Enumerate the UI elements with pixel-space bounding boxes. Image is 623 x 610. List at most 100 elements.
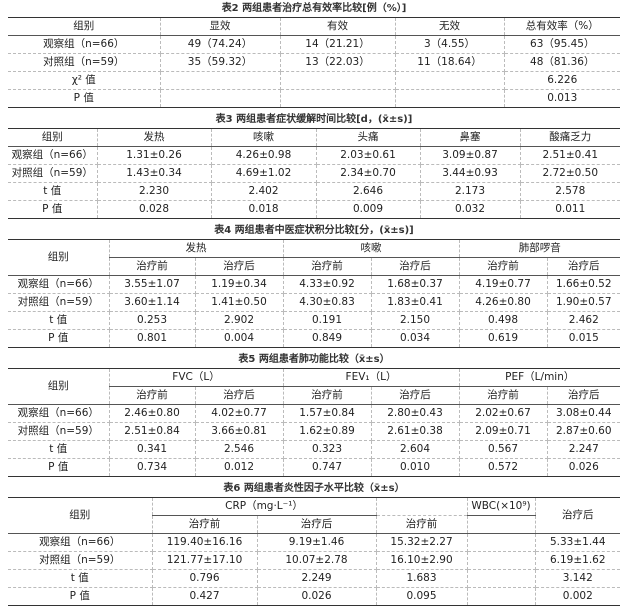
table-cell: 0.018 — [210, 200, 317, 219]
column-header: 治疗后 — [256, 515, 377, 534]
row-label: P 值 — [8, 89, 161, 108]
table-cell: 2.72±0.50 — [519, 164, 620, 183]
table-cell — [394, 89, 505, 108]
table-cell: 2.902 — [194, 311, 284, 330]
column-header: 无效 — [394, 17, 505, 36]
row-label: P 值 — [8, 587, 153, 606]
column-header: 治疗前 — [282, 386, 372, 405]
header-row: 组别 发热 咳嗽 头痛 鼻塞 酸痛乏力 — [8, 128, 620, 147]
row-label: 观察组（n=66） — [8, 404, 110, 423]
column-header: FEV₁（L） — [282, 368, 460, 387]
column-header: 治疗后 — [370, 386, 460, 405]
table-cell — [466, 569, 536, 588]
column-header: 治疗后 — [194, 386, 284, 405]
table-cell: 2.247 — [546, 440, 621, 459]
column-header: 总有效率（%） — [503, 17, 620, 36]
table-title: 表3 两组患者症状缓解时间比较[d，(x̄±s)] — [215, 114, 413, 125]
table-cell: 2.61±0.38 — [370, 422, 460, 441]
header-row: 组别 显效 有效 无效 总有效率（%） — [8, 17, 620, 36]
table-row: 对照组（n=59） 35（59.32） 13（22.03） 11（18.64） 48（8… — [8, 53, 620, 72]
table-cell: 0.011 — [519, 200, 620, 219]
row-label: t 值 — [8, 569, 153, 588]
table-row: P 值 0.427 0.026 0.095 0.002 — [8, 587, 621, 606]
table-cell: 2.87±0.60 — [546, 422, 621, 441]
column-header: 发热 — [96, 128, 212, 147]
column-header: 治疗后 — [546, 257, 620, 276]
table-row: P 值 0.801 0.004 0.849 0.034 0.619 0.015 — [8, 329, 620, 348]
table-cell: 4.02±0.77 — [194, 404, 284, 423]
table-cell: 0.253 — [108, 311, 196, 330]
table-cell: 0.095 — [375, 587, 468, 606]
table-cell: 2.02±0.67 — [458, 404, 548, 423]
table-cell: 0.801 — [108, 329, 196, 348]
row-label: P 值 — [8, 329, 110, 348]
table-cell: 3.44±0.93 — [419, 164, 521, 183]
table-cell: 15.32±2.27 — [375, 533, 468, 552]
column-header: 治疗后 — [546, 386, 621, 405]
table-row: 对照组（n=59） 2.51±0.84 3.66±0.81 1.62±0.89 2.61… — [8, 422, 621, 441]
column-header: 治疗后 — [194, 257, 284, 276]
table-cell: 49（74.24） — [159, 35, 281, 54]
table-cell: 0.849 — [282, 329, 372, 348]
table-cell: 1.90±0.57 — [546, 293, 620, 312]
row-label: P 值 — [8, 458, 110, 477]
column-header: 咳嗽 — [282, 239, 460, 258]
table-row: P 值 0.013 — [8, 89, 620, 108]
table-cell: 48（81.36） — [503, 53, 620, 72]
row-label: χ² 值 — [8, 71, 161, 90]
table-cell: 4.26±0.80 — [458, 293, 548, 312]
column-header: PEF（L/min） — [458, 368, 621, 387]
table-cell: 0.341 — [108, 440, 196, 459]
table-cell: 3.08±0.44 — [546, 404, 621, 423]
table-cell: 11（18.64） — [394, 53, 505, 72]
column-header: 治疗前 — [109, 257, 196, 276]
table-cell: 1.68±0.37 — [370, 275, 460, 294]
table-cell: 2.604 — [370, 440, 460, 459]
table-cell: 0.796 — [151, 569, 258, 588]
column-header: 鼻塞 — [419, 128, 521, 147]
table-cell: 2.230 — [96, 182, 212, 201]
table-cell: 10.07±2.78 — [256, 551, 377, 570]
table-cell: 35（59.32） — [159, 53, 281, 72]
table-cell: 4.26±0.98 — [210, 146, 317, 165]
column-header: 治疗后 — [370, 257, 460, 276]
table-cell: 1.66±0.52 — [546, 275, 620, 294]
table-cell — [279, 71, 396, 90]
table-cell: 3.66±0.81 — [194, 422, 284, 441]
table-cell: 2.80±0.43 — [370, 404, 460, 423]
table-cell: 16.10±2.90 — [375, 551, 468, 570]
table-cell: 1.83±0.41 — [370, 293, 460, 312]
table-cell: 1.683 — [375, 569, 468, 588]
table-cell: 9.19±1.46 — [256, 533, 377, 552]
table-cell: 0.012 — [194, 458, 284, 477]
table-row: 对照组（n=59） 3.60±1.14 1.41±0.50 4.30±0.83 1.83… — [8, 293, 620, 312]
table-cell: 2.34±0.70 — [315, 164, 421, 183]
table-cell — [159, 89, 281, 108]
table-cell: 0.427 — [151, 587, 258, 606]
table-row: 观察组（n=66） 2.46±0.80 4.02±0.77 1.57±0.84 2.80… — [8, 404, 621, 423]
table-row: t 值 0.796 2.249 1.683 3.142 — [8, 569, 621, 588]
column-header: 有效 — [279, 17, 396, 36]
table-title: 表2 两组患者治疗总有效率比较[例（%）] — [221, 3, 407, 14]
table-cell: 14（21.21） — [279, 35, 396, 54]
table-cell: 0.034 — [370, 329, 460, 348]
column-header: 治疗前 — [282, 257, 372, 276]
table-cell — [466, 587, 536, 606]
table-cell: 0.572 — [458, 458, 548, 477]
table-cell: 1.62±0.89 — [282, 422, 372, 441]
table-title: 表4 两组患者中医症状积分比较[分，(x̄±s)] — [214, 225, 414, 236]
column-header: 治疗前 — [109, 386, 196, 405]
table-cell: 4.69±1.02 — [210, 164, 317, 183]
header-row: 治疗前 治疗后 治疗前 — [8, 515, 620, 534]
table-cell: 1.41±0.50 — [194, 293, 284, 312]
table-row: P 值 0.028 0.018 0.009 0.032 0.011 — [8, 200, 620, 219]
column-header: 显效 — [159, 17, 281, 36]
column-header: 治疗后 — [534, 497, 621, 534]
table-row: 观察组（n=66） 3.55±1.07 1.19±0.34 4.33±0.92 1.68… — [8, 275, 620, 294]
table-cell: 2.546 — [194, 440, 284, 459]
table-cell: 121.77±17.10 — [151, 551, 258, 570]
table-row: t 值 2.230 2.402 2.646 2.173 2.578 — [8, 182, 620, 201]
row-label: 对照组（n=59） — [8, 551, 153, 570]
table-cell: 119.40±16.16 — [151, 533, 258, 552]
table-cell: 2.249 — [256, 569, 377, 588]
